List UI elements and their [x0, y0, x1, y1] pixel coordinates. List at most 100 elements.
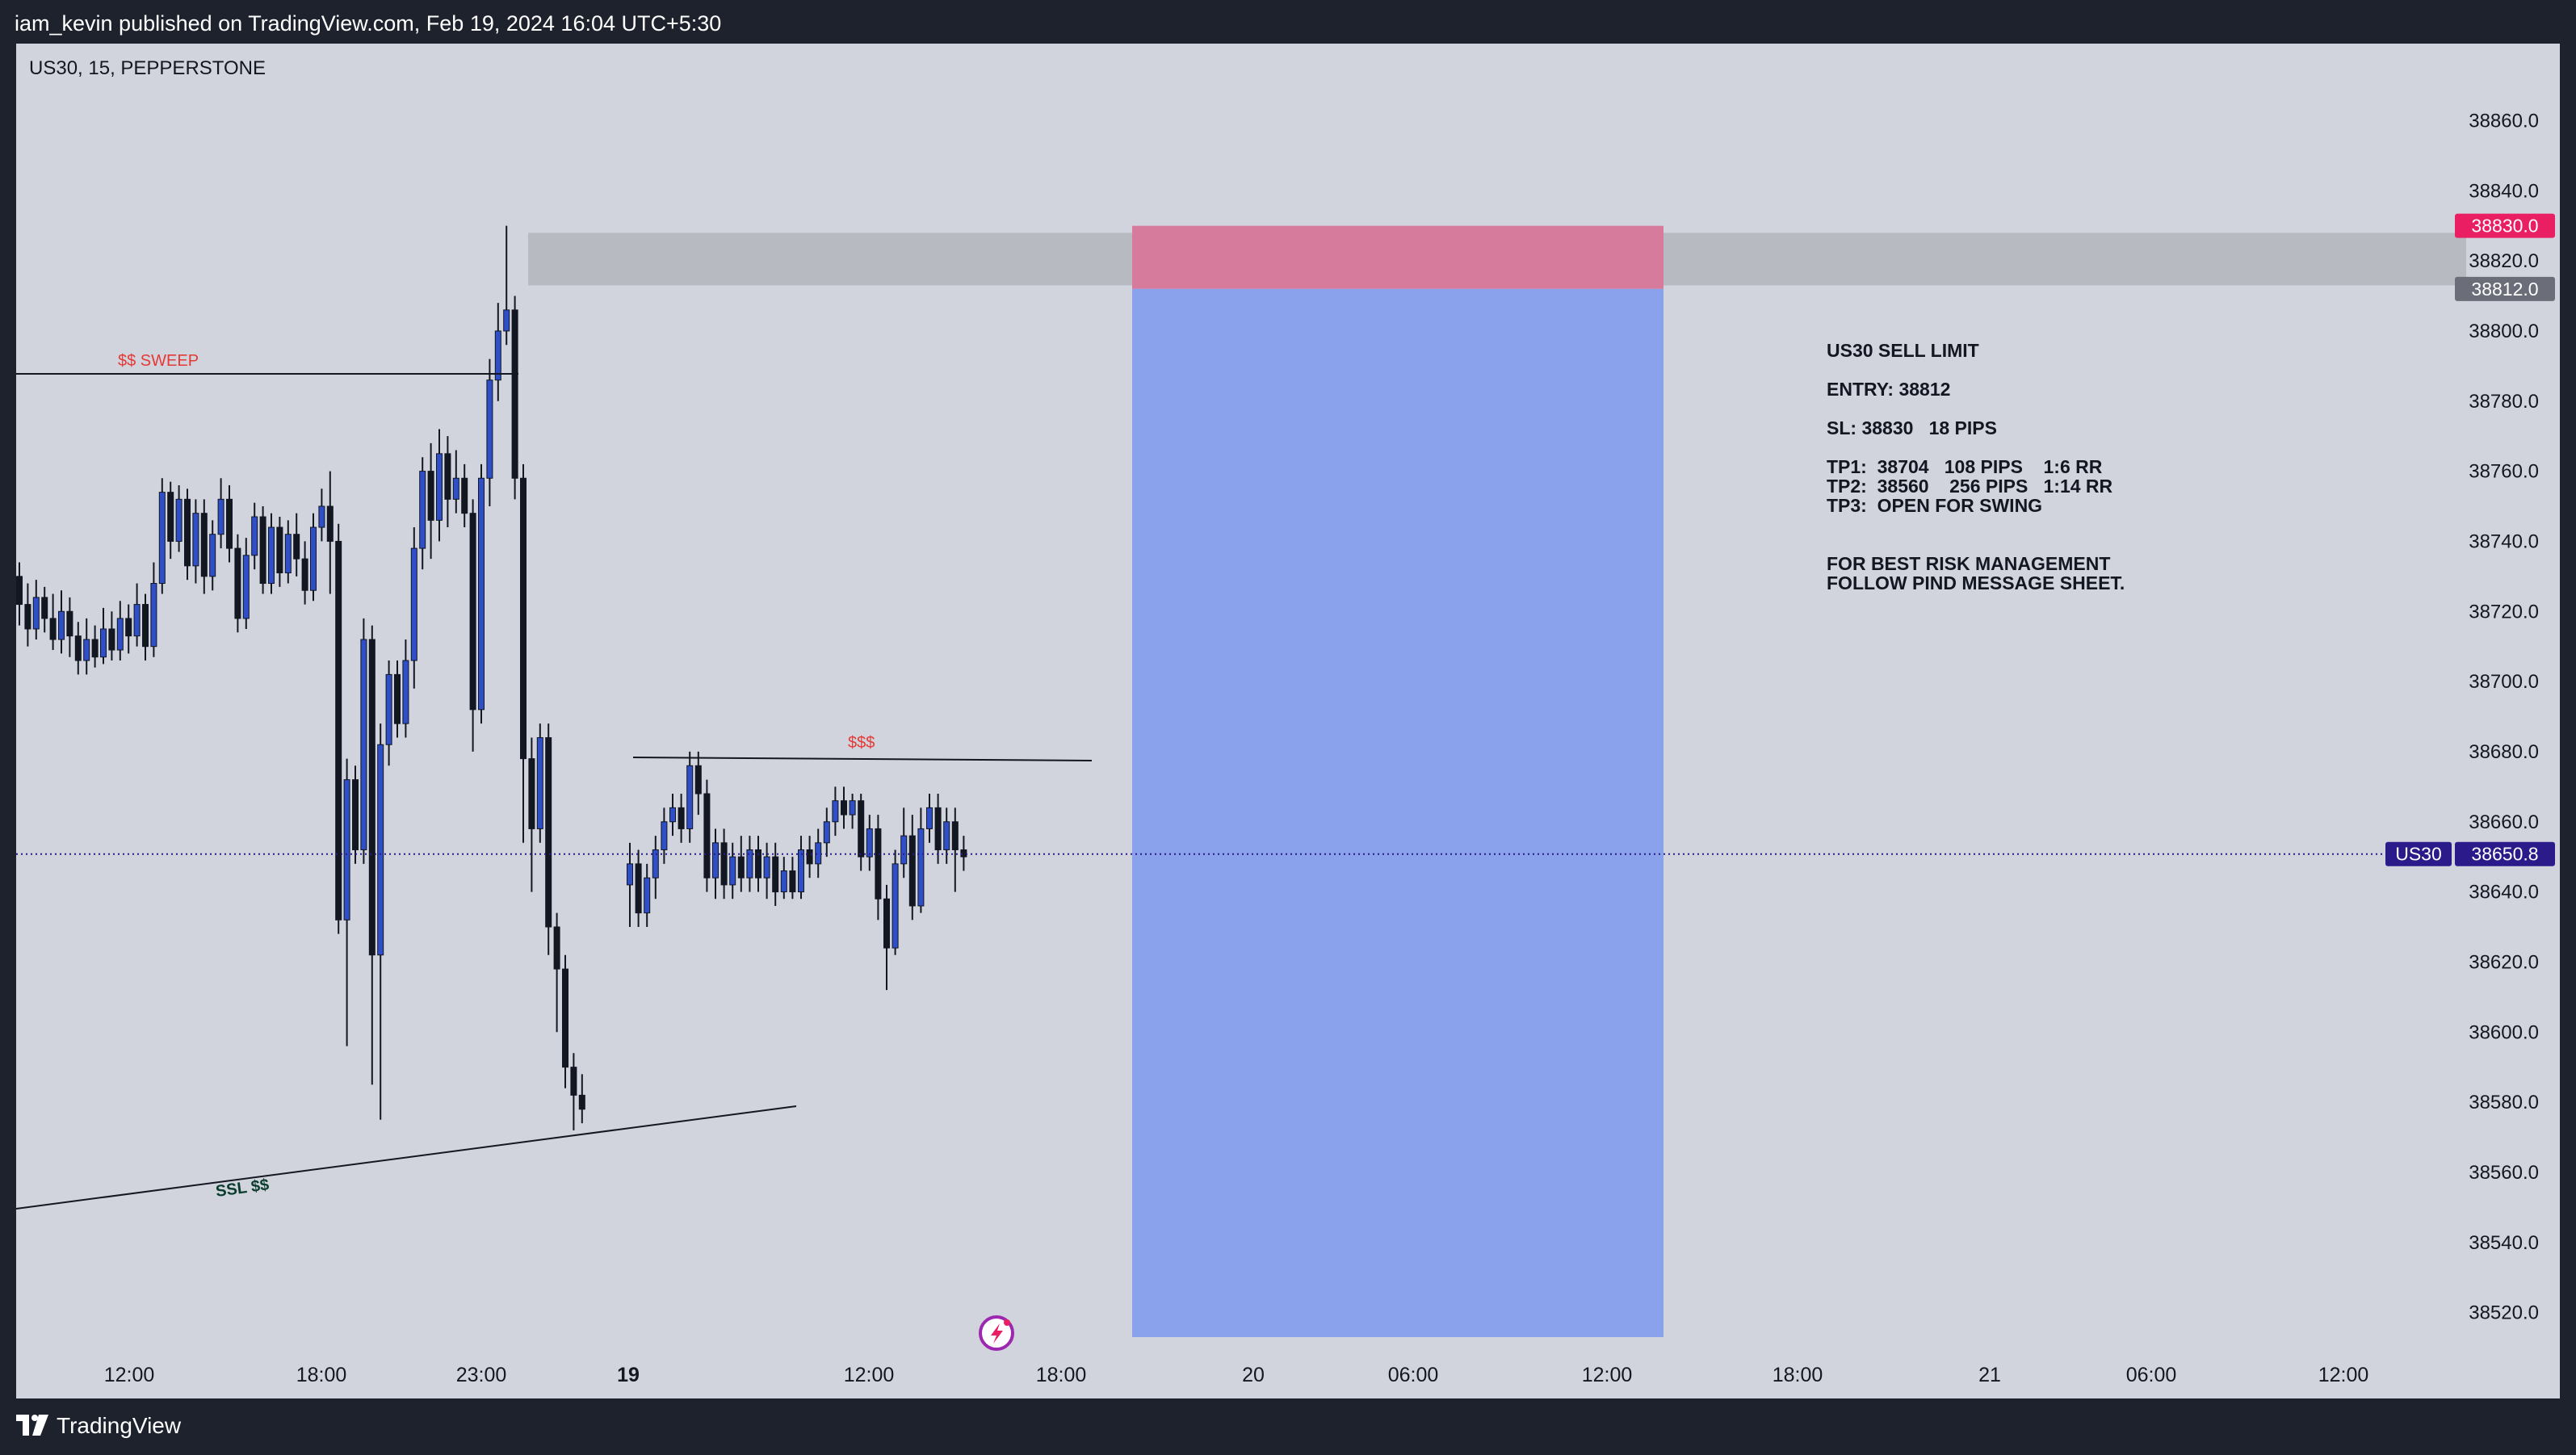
candle[interactable]: [83, 618, 90, 675]
candle[interactable]: [875, 815, 882, 920]
candle[interactable]: [934, 794, 942, 864]
candle[interactable]: [486, 359, 493, 506]
candle[interactable]: [402, 639, 409, 738]
candle[interactable]: [900, 807, 908, 878]
candle[interactable]: [226, 484, 233, 563]
candle[interactable]: [755, 836, 761, 892]
chart-area[interactable]: $$ SWEEP $$$ SSL $$ US30, 15, PEPPERSTON…: [15, 44, 2560, 1398]
candle[interactable]: [301, 541, 308, 605]
candle[interactable]: [184, 488, 191, 581]
candle[interactable]: [427, 442, 434, 560]
tradingview-logo-icon[interactable]: [16, 1415, 50, 1436]
candle[interactable]: [686, 751, 694, 843]
symbol-info[interactable]: US30, 15, PEPPERSTONE: [29, 57, 266, 79]
candle[interactable]: [326, 471, 334, 594]
x-axis[interactable]: 12:00 18:00 23:00 19 12:00 18:00 20 06:00 12:00 1…: [104, 1364, 2369, 1386]
candle[interactable]: [644, 863, 651, 927]
candle[interactable]: [780, 857, 787, 899]
lightning-icon[interactable]: [979, 1315, 1014, 1351]
candle[interactable]: [545, 723, 552, 955]
candle[interactable]: [452, 450, 459, 514]
candle[interactable]: [461, 463, 468, 528]
candle[interactable]: [661, 807, 668, 864]
candle[interactable]: [652, 836, 659, 899]
position-target-zone[interactable]: [1132, 288, 1663, 1337]
candle[interactable]: [74, 622, 82, 675]
tradingview-brand[interactable]: TradingView: [57, 1413, 182, 1438]
ssl-trendline[interactable]: [15, 1105, 797, 1210]
candle[interactable]: [335, 523, 342, 934]
candle[interactable]: [866, 815, 873, 871]
candle[interactable]: [58, 590, 65, 654]
candle[interactable]: [858, 794, 865, 871]
candle[interactable]: [469, 499, 476, 752]
candle[interactable]: [66, 597, 73, 657]
candle[interactable]: [746, 836, 753, 892]
candle[interactable]: [293, 513, 300, 577]
candle[interactable]: [200, 499, 208, 594]
position-stop-zone[interactable]: [1132, 225, 1663, 289]
candle[interactable]: [849, 794, 856, 829]
candle[interactable]: [268, 513, 275, 594]
candle[interactable]: [694, 751, 702, 816]
candle[interactable]: [798, 836, 804, 899]
candle[interactable]: [209, 520, 216, 591]
candle[interactable]: [951, 807, 959, 892]
candle[interactable]: [763, 842, 770, 899]
candle[interactable]: [789, 857, 796, 899]
candle[interactable]: [832, 786, 839, 837]
candle[interactable]: [503, 225, 510, 346]
candle[interactable]: [772, 842, 779, 906]
candle[interactable]: [635, 849, 642, 927]
candle[interactable]: [150, 562, 157, 657]
candle[interactable]: [16, 562, 23, 626]
candle[interactable]: [125, 604, 132, 654]
candle[interactable]: [49, 593, 57, 651]
candle[interactable]: [823, 807, 830, 857]
candle[interactable]: [678, 794, 685, 843]
candle[interactable]: [167, 481, 174, 560]
candle[interactable]: [394, 660, 401, 738]
candle[interactable]: [352, 765, 359, 864]
candle[interactable]: [108, 611, 115, 661]
candle[interactable]: [158, 478, 166, 594]
candle[interactable]: [570, 1053, 577, 1130]
candle[interactable]: [892, 849, 899, 955]
candle[interactable]: [883, 884, 890, 991]
candle[interactable]: [360, 618, 367, 864]
candle[interactable]: [368, 625, 375, 1085]
candle[interactable]: [259, 506, 266, 594]
candle[interactable]: [276, 517, 283, 587]
candle[interactable]: [806, 836, 813, 878]
candle[interactable]: [100, 607, 107, 665]
candle[interactable]: [511, 296, 518, 500]
candle[interactable]: [142, 593, 149, 661]
candle[interactable]: [444, 436, 451, 528]
candle[interactable]: [192, 499, 199, 584]
candle[interactable]: [310, 513, 317, 602]
candle[interactable]: [520, 463, 527, 843]
candle[interactable]: [729, 842, 736, 899]
candle[interactable]: [578, 1074, 585, 1124]
candle[interactable]: [712, 828, 719, 899]
candle[interactable]: [917, 807, 925, 913]
candle[interactable]: [720, 828, 728, 899]
candle[interactable]: [116, 601, 124, 661]
candle[interactable]: [318, 488, 325, 542]
candle[interactable]: [217, 478, 224, 549]
candle[interactable]: [234, 534, 241, 633]
candle[interactable]: [410, 527, 417, 689]
candle[interactable]: [377, 723, 384, 1120]
candle[interactable]: [562, 954, 568, 1088]
candle[interactable]: [343, 758, 350, 1046]
candle[interactable]: [627, 842, 633, 927]
candle[interactable]: [41, 586, 48, 633]
candle[interactable]: [669, 794, 676, 837]
candle[interactable]: [91, 625, 99, 668]
candle[interactable]: [32, 580, 40, 639]
candle[interactable]: [436, 429, 443, 542]
candle[interactable]: [737, 836, 745, 892]
candle[interactable]: [536, 723, 543, 843]
candle[interactable]: [841, 786, 847, 829]
candle[interactable]: [926, 794, 933, 843]
